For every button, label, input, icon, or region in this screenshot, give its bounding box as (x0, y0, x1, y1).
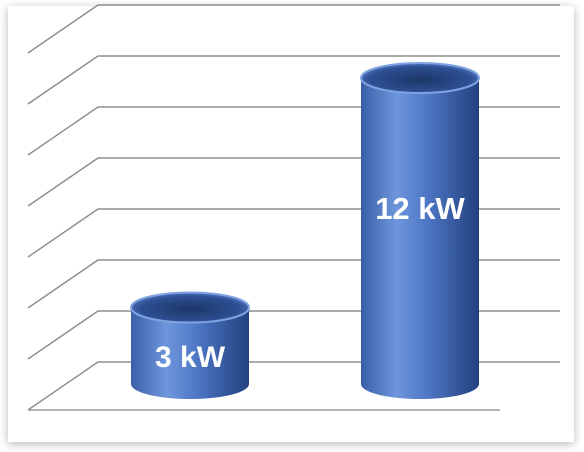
gridline-side (27, 310, 99, 360)
gridline-side (27, 157, 99, 207)
chart-bars (130, 62, 480, 399)
chart-grid (27, 4, 560, 411)
bar-top (360, 62, 480, 94)
gridline-side (27, 208, 99, 258)
data-label: 3 kW (155, 341, 226, 374)
bar-body (131, 307, 249, 399)
gridline-side (27, 259, 99, 309)
data-label: 12 kW (375, 191, 465, 226)
chart-data-labels: 3 kW 12 kW (155, 191, 466, 374)
gridline-side (27, 4, 99, 54)
bar-2 (360, 62, 480, 399)
bar-body (361, 78, 479, 399)
gridline-side (27, 55, 99, 105)
gridline-side (27, 106, 99, 156)
gridline-side (27, 361, 99, 411)
bar-1 (130, 291, 250, 399)
bar-top (130, 291, 250, 324)
